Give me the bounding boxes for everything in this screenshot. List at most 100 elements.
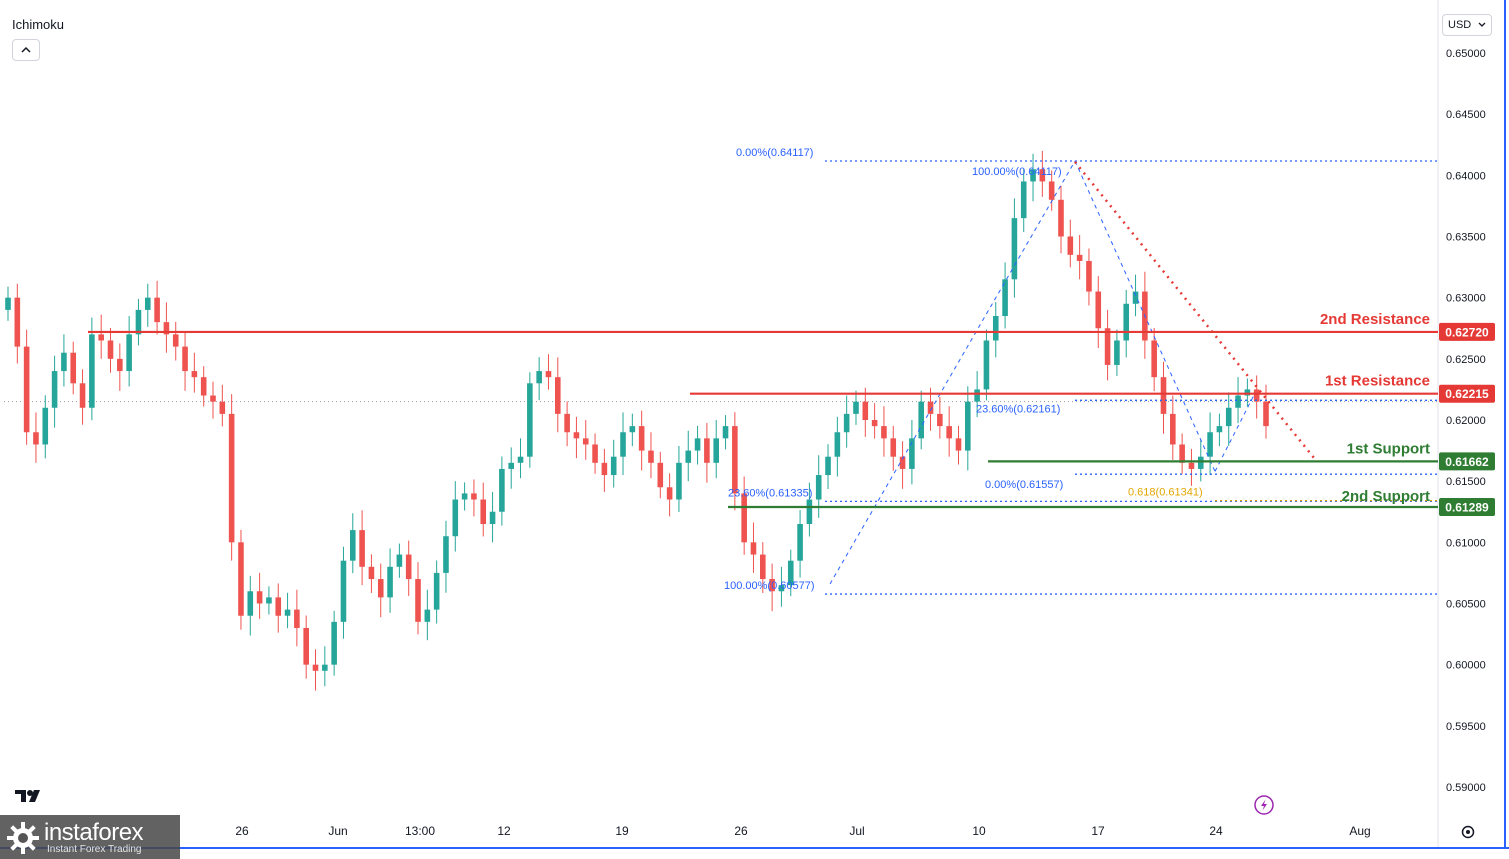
candle: [200, 366, 207, 407]
brand-name: instaforex: [44, 819, 144, 846]
candle-body: [396, 554, 403, 567]
candle: [676, 445, 682, 512]
candle: [1151, 328, 1157, 392]
x-tick-label: 12: [497, 824, 511, 838]
candle: [890, 425, 897, 471]
candle: [228, 394, 235, 561]
candle-body: [154, 297, 160, 323]
price-tag-label: 0.62215: [1445, 387, 1489, 401]
candle-body: [117, 358, 123, 372]
candle-body: [1058, 199, 1064, 237]
candle: [685, 430, 692, 482]
candle: [666, 473, 673, 517]
candle-body: [349, 530, 356, 561]
fibonacci-annotations: 0.00%(0.64117) 100.00%(0.64117) 23.60%(0.6…: [724, 147, 1438, 595]
candle: [51, 355, 58, 428]
candle: [247, 575, 254, 636]
candle: [1253, 375, 1260, 419]
candle-body: [368, 566, 375, 580]
brand-logo-box: instaforex Instant Forex Trading: [0, 815, 180, 859]
collapse-button[interactable]: [12, 39, 40, 61]
candle-body: [1263, 401, 1269, 427]
candle: [843, 395, 850, 448]
candle: [871, 403, 878, 439]
gear-icon-ring: [1461, 825, 1475, 839]
candle: [1160, 361, 1167, 434]
candle: [1076, 235, 1083, 280]
candle: [760, 542, 766, 593]
candle: [1095, 276, 1102, 349]
candle: [182, 331, 188, 391]
candle: [256, 572, 263, 619]
candle-body: [1160, 377, 1167, 414]
fib-trend-line: [1074, 160, 1216, 472]
candle-body: [415, 579, 421, 622]
candle: [704, 422, 710, 483]
candle-body: [1151, 340, 1157, 378]
candle-body: [228, 413, 235, 543]
candle: [899, 441, 906, 489]
candle: [1114, 329, 1120, 376]
chevron-up-icon: [21, 46, 31, 53]
candle: [275, 583, 282, 633]
fib-label: 100.00%(0.64117): [972, 166, 1062, 178]
candle: [499, 456, 505, 526]
candle: [694, 425, 701, 465]
candle-body: [499, 468, 505, 512]
gear-icon[interactable]: [1461, 825, 1475, 839]
candle-body: [508, 462, 514, 469]
candle-body: [694, 438, 701, 451]
candle-body: [1095, 291, 1102, 329]
price-tag-label: 0.61289: [1445, 500, 1489, 514]
candle-body: [377, 579, 384, 598]
candle-body: [1216, 426, 1223, 433]
candle: [461, 482, 468, 511]
candle: [787, 549, 794, 597]
candle-body: [1030, 169, 1036, 182]
candle-body: [135, 309, 142, 335]
candle: [601, 448, 608, 492]
candle: [191, 352, 198, 393]
candle-body: [359, 530, 365, 567]
level-name: 2nd Support: [1342, 488, 1430, 505]
candle: [722, 415, 729, 450]
candle-body: [1179, 444, 1185, 463]
candle: [1067, 219, 1074, 268]
y-tick-label: 0.63000: [1446, 293, 1486, 305]
candle-body: [843, 413, 850, 433]
candle: [387, 548, 393, 613]
candle: [284, 592, 291, 629]
candle-body: [666, 487, 673, 500]
candlestick-series: [5, 150, 1269, 691]
candle: [946, 406, 952, 457]
currency-dropdown[interactable]: USD: [1442, 14, 1492, 36]
candle: [769, 563, 775, 612]
y-tick-label: 0.61000: [1446, 537, 1486, 549]
candle-body: [433, 572, 440, 610]
candle-body: [1076, 254, 1083, 261]
candle: [415, 562, 421, 635]
candle: [620, 412, 626, 476]
y-tick-label: 0.60000: [1446, 660, 1486, 672]
lightning-icon-bolt: [1261, 799, 1267, 811]
candle-body: [871, 420, 878, 427]
candle-body: [601, 462, 608, 476]
x-tick-label: 26: [734, 824, 748, 838]
lightning-icon[interactable]: [1254, 795, 1274, 815]
candle: [42, 395, 49, 459]
candle-body: [722, 426, 729, 439]
candle-body: [620, 432, 626, 457]
candle: [536, 357, 542, 401]
currency-label: USD: [1448, 19, 1472, 31]
candle: [61, 334, 67, 387]
candle: [648, 432, 654, 479]
candle: [1039, 150, 1046, 197]
fib-label: 0.618(0.61341): [1128, 487, 1203, 499]
candle-body: [1170, 413, 1176, 445]
level-2nd-support: 2nd Support 0.61289: [728, 488, 1495, 516]
candle: [89, 317, 95, 421]
candle: [1002, 262, 1008, 329]
candle-body: [685, 450, 692, 463]
gear-logo-icon: [7, 822, 39, 854]
